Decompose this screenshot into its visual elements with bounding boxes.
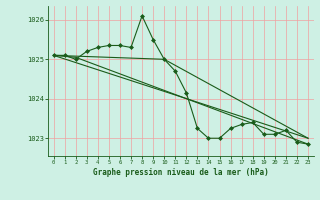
X-axis label: Graphe pression niveau de la mer (hPa): Graphe pression niveau de la mer (hPa) bbox=[93, 168, 269, 177]
